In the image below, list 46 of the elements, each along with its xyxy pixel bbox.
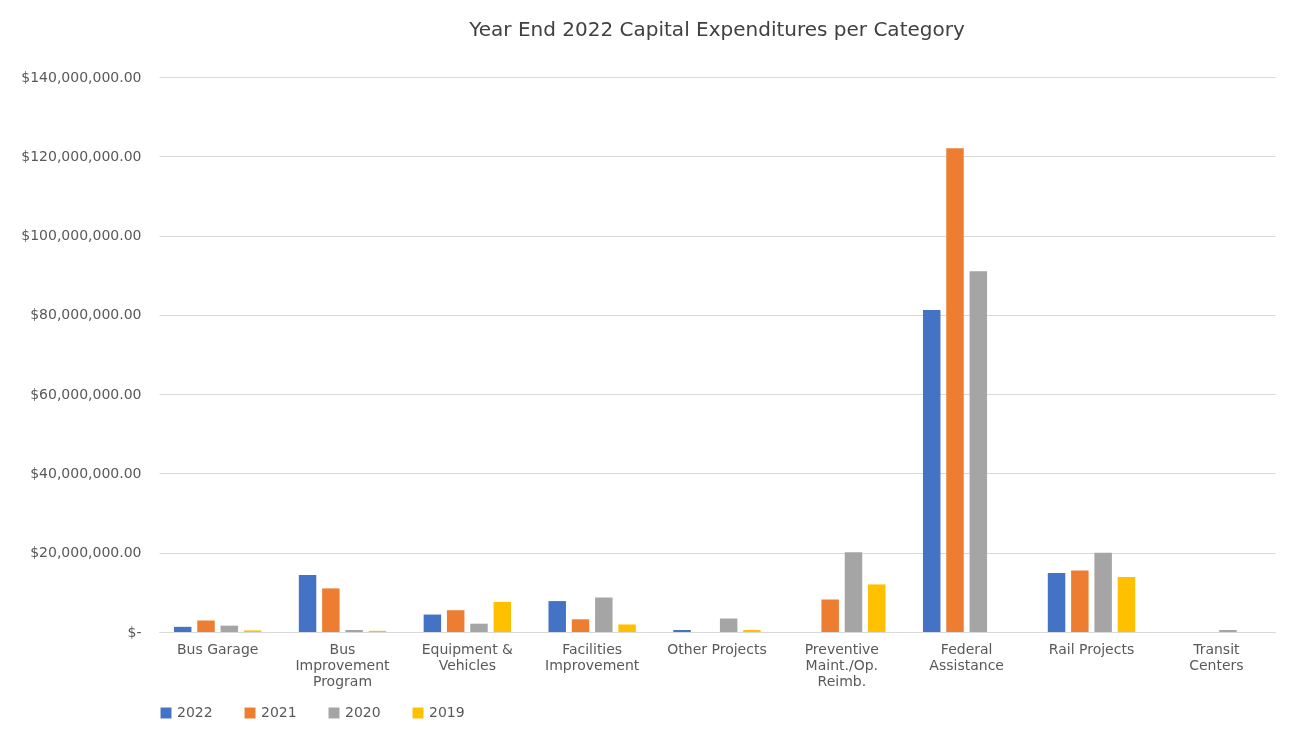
y-tick-label: $80,000,000.00 [30, 306, 142, 323]
bar [922, 310, 941, 632]
bar [1047, 572, 1066, 632]
bar [322, 588, 340, 632]
bar [844, 552, 863, 632]
bar [1071, 570, 1089, 632]
bar [868, 584, 886, 632]
x-tick-label: Facilities Improvement [545, 640, 640, 673]
y-tick-label: $40,000,000.00 [30, 464, 142, 481]
y-tick-label: $140,000,000.00 [21, 68, 142, 85]
y-tick-label: $- [127, 623, 142, 640]
x-tick-label: Other Projects [667, 640, 767, 657]
bar [1094, 552, 1112, 632]
x-tick-label: Bus Garage [176, 640, 259, 657]
y-tick-label: $120,000,000.00 [21, 147, 142, 164]
x-tick-label: Preventive Maint./Op. Reimb. [804, 640, 879, 689]
bar [446, 610, 465, 632]
bar [220, 625, 239, 632]
x-tick-label: Federal Assistance [929, 640, 1004, 673]
bar [969, 271, 988, 632]
bar [548, 601, 566, 632]
chart-title: Year End 2022 Capital Expenditures per Category [468, 17, 965, 41]
bar [173, 626, 192, 632]
bar [946, 148, 964, 632]
bar [719, 618, 738, 632]
x-tick-label: Equipment & Vehicles [421, 640, 514, 673]
bar [618, 624, 636, 632]
bar [423, 614, 442, 632]
bar [197, 620, 215, 632]
y-tick-label: $100,000,000.00 [21, 227, 142, 244]
x-tick-label: Transit Centers [1189, 640, 1244, 673]
legend-label: 2019 [429, 704, 465, 720]
bar [470, 623, 488, 632]
legend-label: 2021 [261, 704, 297, 720]
legend-label: 2020 [345, 704, 381, 720]
x-tick-label: Bus Improvement Program [295, 640, 391, 689]
bar [1117, 576, 1136, 632]
y-tick-label: $20,000,000.00 [30, 544, 142, 561]
legend-label: 2022 [177, 704, 213, 720]
bar [493, 601, 512, 632]
x-tick-label: Rail Projects [1048, 640, 1135, 657]
bar [571, 619, 590, 632]
bar [298, 574, 317, 632]
y-tick-label: $60,000,000.00 [30, 385, 142, 402]
bar [595, 597, 613, 632]
bar [821, 599, 839, 632]
